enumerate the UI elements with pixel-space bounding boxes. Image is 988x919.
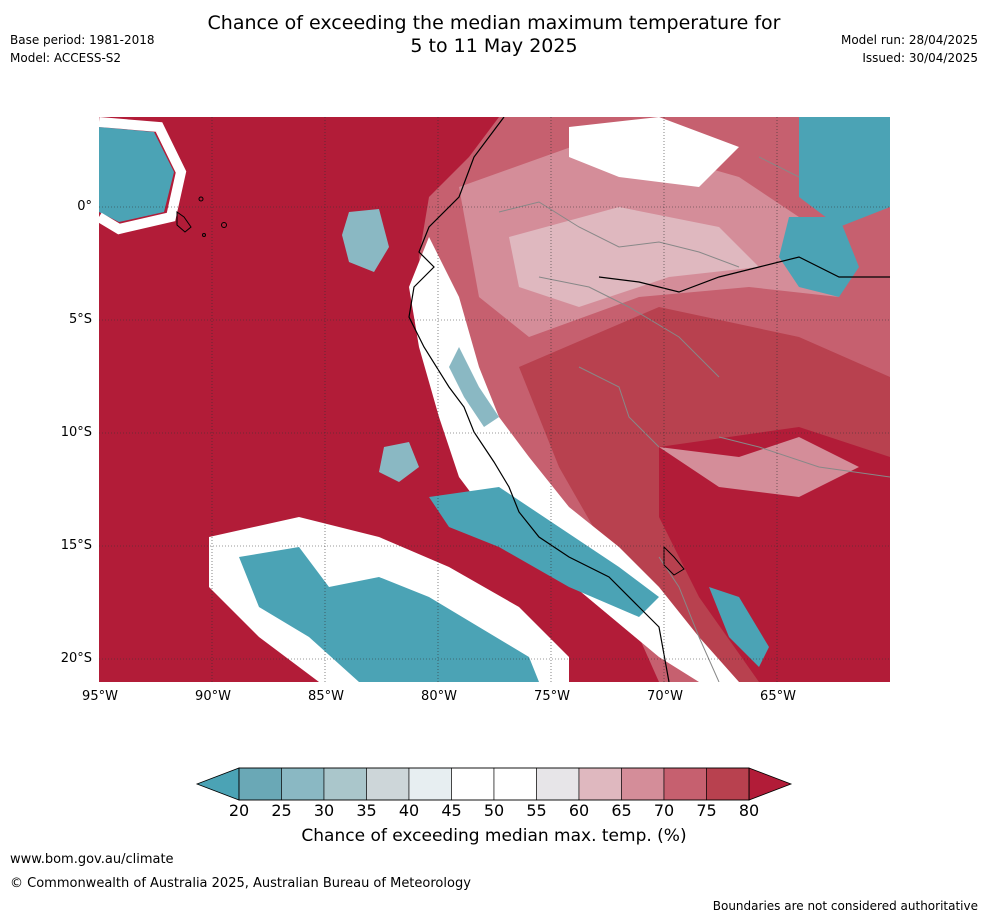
lat-label-0: 0° [77,199,92,214]
colorbar-tick-60: 60 [568,801,590,820]
galapagos-islands [176,196,227,237]
lon-label-75w: 75°W [534,689,570,704]
footer-url[interactable]: www.bom.gov.au/climate [10,852,174,867]
land-white-region [569,117,739,187]
colorbar-tick-65: 65 [611,801,632,820]
lon-label-65w: 65°W [760,689,796,704]
base-period: Base period: 1981-2018 [10,33,155,47]
colorbar-cell-9 [621,767,665,801]
colorbar-tick-25: 25 [271,801,292,820]
colorbar-cell-3 [366,767,410,801]
land-red-south [659,427,890,682]
ocean-teal-patch-mid [379,442,419,482]
lat-label-5s: 5°S [68,312,92,327]
coastline [408,117,670,682]
lon-label-90w: 90°W [195,689,231,704]
ocean-white-ring-nw [99,117,187,235]
land-pink-south [659,437,859,497]
land-light-pink-region [509,207,759,307]
colorbar-cell-7 [536,767,580,801]
colorbar-cell-11 [706,767,750,801]
colorbar-cell-10 [663,767,707,801]
country-boundaries [498,156,890,682]
model-name: Model: ACCESS-S2 [10,51,122,65]
colorbar-low-extend [195,767,240,801]
model-run-info: Model run: 28/04/2025 Issued: 30/04/2025 [841,31,978,67]
colorbar [195,767,793,801]
title-line-2: 5 to 11 May 2025 [410,35,578,57]
lon-label-80w: 80°W [421,689,457,704]
colorbar-title: Chance of exceeding median max. temp. (%… [301,826,687,846]
colorbar-cell-2 [323,767,367,801]
ocean-teal-patch-galapagos [342,209,389,272]
colorbar-tick-40: 40 [398,801,420,820]
andes-teal-patch [709,587,769,667]
colorbar-tick-30: 30 [313,801,335,820]
colorbar-tick-35: 35 [356,801,377,820]
colorbar-tick-75: 75 [696,801,717,820]
lon-label-70w: 70°W [647,689,683,704]
colorbar-cell-1 [281,767,325,801]
lat-label-20s: 20°S [60,651,92,666]
model-run-date: Model run: 28/04/2025 [840,33,978,47]
ocean-teal-patch-nw [99,127,174,222]
colorbar-tick-55: 55 [526,801,547,820]
colorbar-cell-0 [238,767,282,801]
colorbar-cell-4 [408,767,452,801]
base-period-info: Base period: 1981-2018 Model: ACCESS-S2 [10,31,155,67]
lon-label-95w: 95°W [82,689,118,704]
colorbar-tick-20: 20 [228,801,250,820]
map-title: Chance of exceeding the median maximum t… [0,12,988,58]
ocean-teal-patch-ne [799,117,890,227]
colorbar-tick-50: 50 [483,801,505,820]
coastal-light-teal [449,347,499,427]
colorbar-high-extend [748,767,793,801]
colorbar-cell-5 [451,767,495,801]
footer-copyright: © Commonwealth of Australia 2025, Austra… [10,876,471,891]
colorbar-cell-8 [578,767,622,801]
coastal-white-band [409,237,739,682]
map-gridlines [99,117,890,682]
lat-label-10s: 10°S [60,425,92,440]
lon-label-85w: 85°W [308,689,344,704]
colorbar-tick-45: 45 [441,801,462,820]
colorbar-tick-80: 80 [738,801,760,820]
issued-date: Issued: 30/04/2025 [862,51,978,65]
footer-boundary-note: Boundaries are not considered authoritat… [712,899,978,913]
amazon-river [598,256,890,293]
colorbar-tick-70: 70 [653,801,675,820]
coastal-teal-band [429,487,659,617]
lat-label-15s: 15°S [60,538,92,553]
colorbar-frame [238,767,750,801]
ocean-teal-patch-south [239,547,539,682]
forecast-map [99,117,890,682]
title-line-1: Chance of exceeding the median maximum t… [207,12,781,34]
colorbar-cell-6 [493,767,537,801]
